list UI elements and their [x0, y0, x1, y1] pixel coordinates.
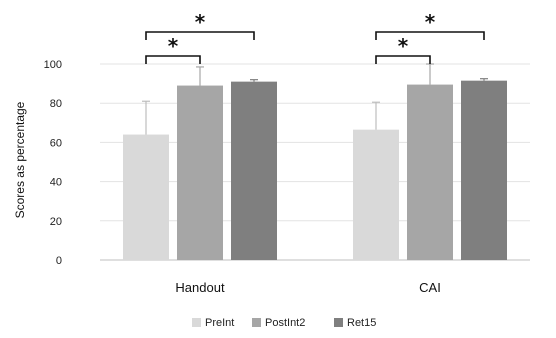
x-category-label: CAI [419, 280, 441, 295]
legend-label: Ret15 [347, 317, 376, 329]
bar-ret15-cai [461, 80, 507, 260]
significance-bracket [145, 31, 255, 40]
y-tick-label: 0 [56, 255, 62, 267]
significance-bracket [145, 55, 201, 64]
significance-star: * [195, 10, 206, 34]
legend-label: PostInt2 [265, 317, 305, 329]
significance-star: * [425, 10, 436, 34]
bar-postint2-cai [407, 84, 453, 260]
bar-postint2-handout [177, 85, 223, 260]
legend-swatch [252, 318, 261, 327]
significance-brackets: * * * * [145, 10, 485, 64]
bar-ret15-handout [231, 81, 277, 260]
x-axis-categories: Handout CAI [175, 280, 440, 295]
y-tick-label: 20 [50, 216, 62, 228]
significance-star: * [168, 34, 179, 58]
x-category-label: Handout [175, 280, 225, 295]
y-tick-label: 40 [50, 177, 62, 189]
bars [123, 80, 507, 260]
y-axis-ticks: 0 20 40 60 80 100 [44, 59, 62, 267]
bar-preint-cai [353, 129, 399, 260]
significance-bracket [375, 55, 431, 64]
y-axis-title: Scores as percentage [13, 101, 27, 218]
bar-preint-handout [123, 134, 169, 260]
legend: PreInt PostInt2 Ret15 [192, 317, 376, 329]
y-tick-label: 60 [50, 137, 62, 149]
legend-swatch [334, 318, 343, 327]
significance-star: * [398, 34, 409, 58]
y-tick-label: 80 [50, 98, 62, 110]
significance-bracket [375, 31, 485, 40]
y-tick-label: 100 [44, 59, 62, 71]
legend-swatch [192, 318, 201, 327]
gridlines [100, 63, 530, 261]
legend-label: PreInt [205, 317, 234, 329]
